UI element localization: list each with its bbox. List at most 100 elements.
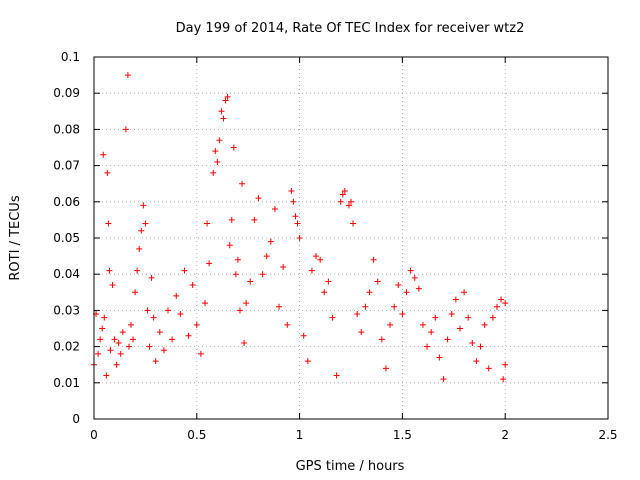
- data-point: [502, 361, 509, 368]
- data-point: [160, 347, 167, 354]
- data-point: [251, 216, 258, 223]
- data-point: [100, 151, 107, 158]
- x-tick-label: 1.5: [393, 428, 412, 442]
- data-point: [271, 206, 278, 213]
- data-point: [440, 376, 447, 383]
- data-point: [403, 289, 410, 296]
- y-tick-label: 0.08: [53, 122, 80, 136]
- x-tick-label: 0.5: [187, 428, 206, 442]
- data-point: [142, 220, 149, 227]
- data-point: [113, 361, 120, 368]
- data-point: [374, 278, 381, 285]
- y-tick-label: 0.1: [61, 50, 80, 64]
- data-point: [366, 289, 373, 296]
- data-point: [436, 354, 443, 361]
- data-point: [469, 339, 476, 346]
- data-point: [267, 238, 274, 245]
- data-point: [415, 285, 422, 292]
- data-point: [329, 314, 336, 321]
- y-axis-label: ROTI / TECUs: [8, 195, 23, 280]
- data-point: [165, 307, 172, 314]
- data-point: [263, 253, 270, 260]
- data-point: [348, 198, 354, 205]
- data-point: [232, 271, 239, 278]
- x-tick-label: 1: [296, 428, 304, 442]
- data-point: [239, 180, 246, 187]
- data-point: [432, 314, 439, 321]
- data-point: [243, 300, 250, 307]
- data-point: [189, 282, 196, 289]
- x-tick-labels: 0 0.5 1 1.5 2 2.5: [90, 428, 617, 442]
- grid-lines: [94, 57, 608, 419]
- data-point: [452, 296, 459, 303]
- x-axis-label: GPS time / hours: [296, 459, 405, 474]
- data-point: [115, 339, 122, 346]
- data-point: [97, 336, 104, 343]
- data-point: [461, 289, 468, 296]
- data-point: [300, 332, 307, 339]
- data-point: [128, 321, 135, 328]
- data-point: [502, 300, 509, 307]
- plot-frame: [93, 56, 609, 420]
- data-point: [125, 343, 132, 350]
- data-point: [290, 198, 297, 205]
- data-point: [477, 343, 484, 350]
- y-tick-label: 0.05: [53, 231, 80, 245]
- data-point: [296, 235, 303, 241]
- data-point: [255, 195, 262, 202]
- data-point: [308, 267, 315, 274]
- data-point: [321, 289, 328, 296]
- data-points: [91, 72, 509, 383]
- data-point: [325, 278, 332, 285]
- data-point: [152, 358, 159, 365]
- y-tick-label: 0: [72, 412, 80, 426]
- data-point: [111, 336, 118, 343]
- data-point: [284, 321, 291, 328]
- data-point: [247, 278, 254, 285]
- data-point: [317, 256, 324, 263]
- data-point: [101, 314, 108, 321]
- data-point: [304, 358, 311, 365]
- data-point: [485, 365, 492, 372]
- data-point: [134, 267, 141, 274]
- data-point: [489, 314, 496, 321]
- data-point: [103, 372, 110, 379]
- data-point: [456, 325, 463, 332]
- data-point: [130, 336, 137, 343]
- data-point: [448, 311, 455, 318]
- data-point: [206, 260, 213, 267]
- data-point: [228, 216, 235, 223]
- data-point: [276, 303, 283, 310]
- data-point: [99, 325, 106, 332]
- data-point: [313, 253, 320, 260]
- y-tick-label: 0.06: [53, 195, 80, 209]
- data-point: [197, 350, 204, 357]
- data-point: [498, 296, 505, 303]
- y-tick-label: 0.09: [53, 86, 80, 100]
- data-point: [350, 220, 357, 227]
- x-tick-label: 2: [501, 428, 509, 442]
- data-point: [419, 321, 426, 328]
- chart-title: Day 199 of 2014, Rate Of TEC Index for r…: [176, 21, 525, 36]
- data-point: [177, 311, 184, 318]
- data-point: [292, 213, 299, 220]
- data-point: [138, 227, 145, 234]
- data-point: [144, 307, 151, 314]
- data-point: [216, 137, 223, 144]
- data-point: [193, 321, 200, 328]
- data-point: [358, 329, 365, 336]
- data-point: [288, 187, 295, 194]
- y-tick-label: 0.01: [53, 376, 80, 390]
- data-point: [185, 332, 192, 339]
- x-tick-label: 0: [90, 428, 98, 442]
- data-point: [105, 220, 112, 227]
- data-point: [156, 329, 163, 336]
- y-tick-label: 0.02: [53, 340, 80, 354]
- data-point: [473, 358, 480, 365]
- data-point: [140, 202, 147, 209]
- data-point: [241, 339, 248, 346]
- data-point: [280, 263, 287, 270]
- data-point: [106, 267, 113, 274]
- data-point: [236, 307, 243, 314]
